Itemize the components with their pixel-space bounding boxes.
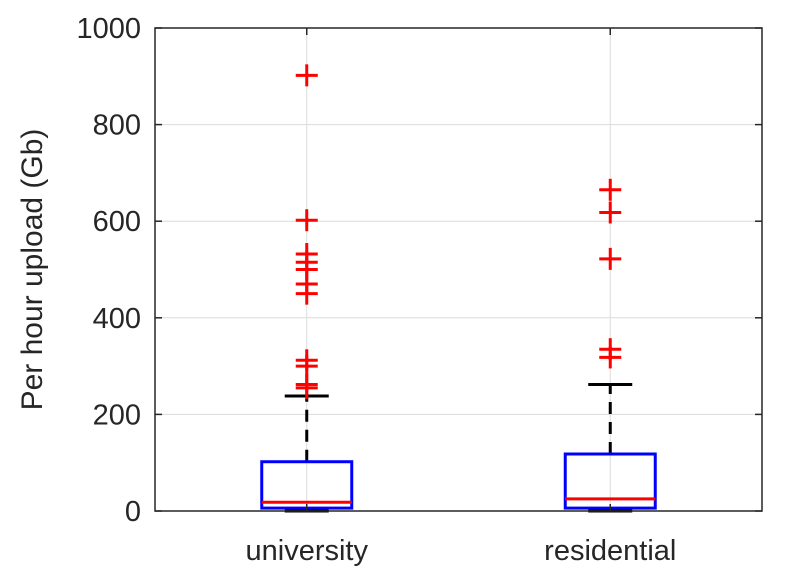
outlier-marker: [295, 243, 318, 266]
outlier-marker: [599, 201, 622, 224]
x-tick-label: university: [246, 535, 369, 567]
outlier-marker: [599, 247, 622, 270]
grid-layer: [155, 28, 762, 511]
axes-frame: [154, 27, 763, 512]
outlier-marker: [295, 349, 318, 372]
outlier-marker: [599, 338, 622, 361]
y-axis-label: Per hour upload (Gb): [16, 129, 49, 411]
y-tick-label: 800: [93, 110, 141, 142]
outlier-marker: [295, 209, 318, 232]
tick-layer: 0 200 400 600 800 1000 university residential: [76, 13, 762, 567]
y-tick-label: 1000: [76, 13, 141, 45]
y-tick-label: 0: [125, 496, 141, 528]
x-tick-label: residential: [544, 535, 676, 567]
y-tick-label: 200: [93, 399, 141, 431]
y-tick-label: 600: [93, 206, 141, 238]
y-tick-label: 400: [93, 303, 141, 335]
box-layer: [260, 64, 657, 513]
outlier-marker: [295, 373, 318, 396]
outlier-marker: [295, 64, 318, 87]
outlier-marker: [599, 178, 622, 201]
